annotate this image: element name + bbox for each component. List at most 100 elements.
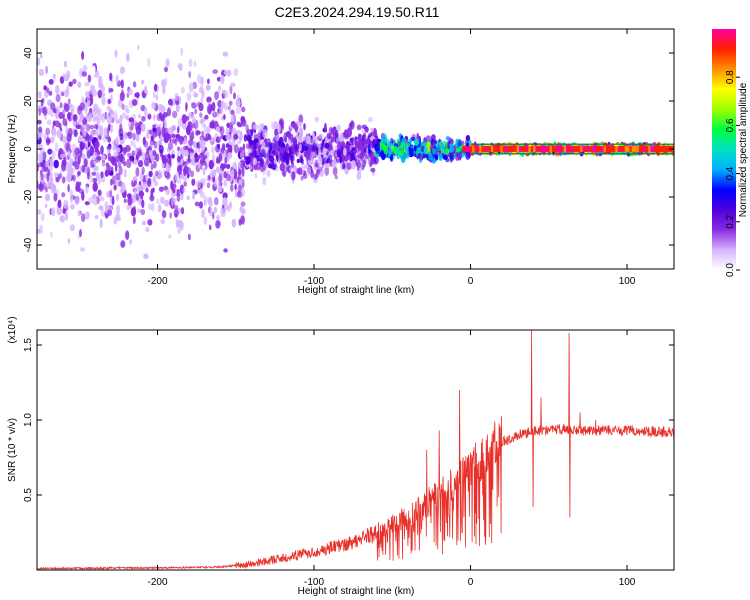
spectrogram-cell (143, 253, 149, 259)
spectrogram-cell (101, 96, 106, 106)
spectrogram-cell (383, 138, 390, 144)
spectrogram-cell (256, 155, 261, 162)
signal-band-cell (519, 146, 523, 152)
spectrogram-cell (135, 167, 140, 177)
spectrogram-cell (363, 144, 369, 150)
signal-band-cell (631, 146, 635, 152)
spectrogram-cell (332, 166, 338, 176)
spectrogram-cell (152, 160, 157, 169)
snr-axes: -200 -100 0 100 0.5 1.0 1.5 (23, 330, 674, 588)
spectrogram-cell (186, 195, 190, 200)
spectrogram-cell (77, 210, 81, 217)
signal-band-cell (608, 146, 612, 152)
spectrogram-cell (354, 135, 358, 144)
spectrogram-cell (115, 193, 120, 201)
spectrogram-cell (141, 181, 147, 190)
spectrogram-cell (201, 208, 205, 219)
spectrogram-cell (112, 175, 116, 186)
spectrogram-cell (300, 175, 304, 181)
spectrogram-cell (159, 148, 164, 158)
spectrogram-cell (69, 224, 75, 232)
spectrogram-cell (40, 173, 44, 181)
spectrogram-cell (51, 150, 56, 160)
spectrogram-cell (59, 215, 66, 223)
spectrogram-cell (177, 126, 180, 134)
spectrogram-cell (88, 107, 93, 114)
spectrogram-cell (207, 133, 212, 141)
spectrogram-cell (44, 203, 48, 208)
spectrogram-cell (223, 248, 228, 253)
spectrogram-cell (203, 216, 208, 226)
spectrogram-cell (82, 65, 88, 72)
spectrogram-cell (283, 132, 288, 142)
spectrogram-cell (46, 119, 52, 126)
spectrogram-cell (67, 98, 71, 105)
spectrogram-cell (252, 124, 259, 131)
signal-band-cell (638, 146, 642, 152)
y-tick-label: 0 (23, 146, 34, 152)
y-tick-label: 1.5 (23, 338, 34, 352)
signal-band-cell (582, 146, 586, 152)
spectrogram-cell (123, 198, 127, 203)
spectrogram-cell (37, 57, 41, 66)
spectrogram-cell (98, 205, 104, 211)
spectrogram-cell (81, 153, 86, 160)
spectrogram-cell (411, 133, 416, 139)
spectrogram-cell (305, 135, 311, 145)
spectrogram-cell (296, 121, 303, 128)
spectrogram-cell (38, 144, 44, 150)
spectrogram-cell (285, 143, 290, 153)
spectrogram-cell (349, 137, 354, 147)
signal-band-cell (629, 146, 633, 152)
spectrogram-cell (302, 173, 308, 179)
spectrogram-cell (199, 201, 203, 209)
signal-band-cell (540, 146, 544, 152)
spectrogram-cell (182, 187, 186, 193)
spectrogram-cell (59, 102, 63, 109)
snr-line (37, 330, 674, 570)
spectrogram-cell (99, 114, 103, 121)
spectrogram-cell (74, 130, 77, 137)
spectrogram-cell (86, 90, 90, 101)
signal-band-cell (643, 146, 647, 152)
spectrogram-cell (191, 178, 196, 186)
spectrogram-cell (233, 133, 239, 140)
spectrogram-cell (119, 133, 124, 141)
signal-band-cell (556, 146, 560, 152)
spectrogram-cell (112, 145, 117, 151)
spectrogram-cell (190, 170, 194, 178)
signal-band-cell (523, 146, 527, 152)
spectrogram-cell (140, 208, 146, 216)
spectrogram-cell (62, 135, 67, 144)
spectrogram-cell (205, 84, 211, 91)
signal-band-cell (469, 146, 473, 152)
spectrogram-cell (306, 166, 311, 176)
spectrogram-cell (94, 215, 99, 220)
spectrogram-cell (53, 159, 59, 169)
colorbar-tick-label: 0.4 (725, 166, 736, 180)
spectrogram-cell (144, 107, 148, 117)
spectrogram-cell (98, 81, 104, 89)
spectrogram-cell (140, 104, 146, 112)
spectrogram-cell (206, 96, 212, 103)
spectrogram-cell (268, 163, 273, 169)
spectrogram-cell (198, 102, 204, 112)
spectrogram-cell (145, 174, 149, 181)
spectrogram-cell (277, 123, 281, 134)
spectrogram-cell (326, 132, 332, 139)
spectrogram-cell (216, 214, 220, 221)
signal-band-cell (502, 146, 506, 152)
spectrogram-cell (449, 153, 453, 163)
spectrogram-cell (106, 145, 112, 150)
spectrogram-cell (45, 65, 48, 75)
spectrogram-cell (220, 100, 225, 109)
spectrogram-cell (369, 152, 375, 161)
spectrogram-cell (172, 110, 178, 119)
spectrogram-cell (137, 160, 144, 168)
spectrogram-cell (383, 144, 389, 155)
spectrogram-cell (78, 135, 83, 143)
spectrogram-cell (181, 86, 185, 94)
spectrogram-cell (67, 127, 73, 138)
spectrogram-cell (128, 117, 135, 123)
